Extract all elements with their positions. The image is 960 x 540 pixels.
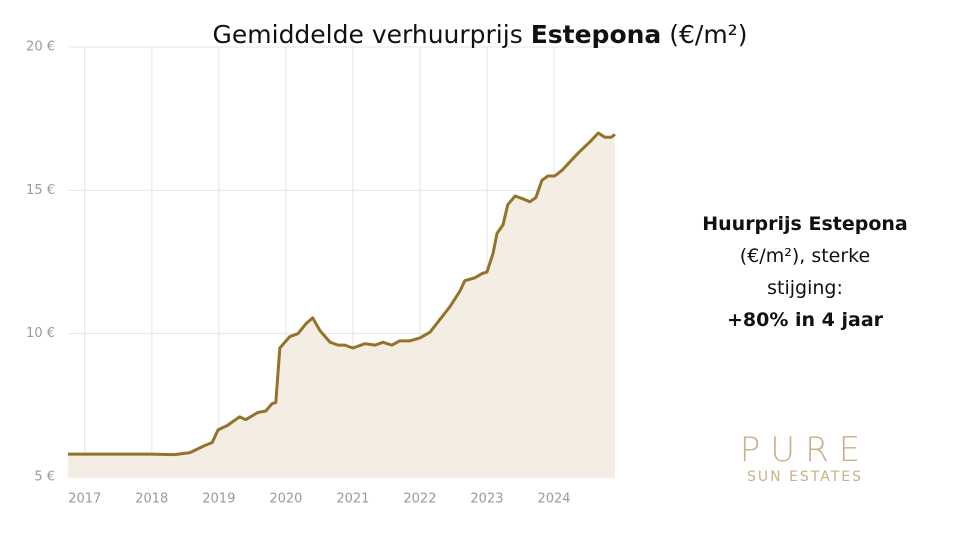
title-part: Gemiddelde verhuurprijs (212, 20, 523, 49)
y-tick-label: 5 € (34, 470, 55, 485)
annotation-line: Huurprijs Estepona (702, 213, 908, 235)
chart-title: Gemiddelde verhuurprijs Estepona (€/m²) (0, 20, 960, 49)
area-fill (68, 133, 615, 477)
line (68, 131, 616, 457)
logo-subtext: SUN ESTATES (746, 469, 864, 485)
x-tick-label: 2022 (403, 492, 436, 507)
title-part: Estepona (530, 20, 662, 49)
x-tick-label: 2017 (68, 492, 101, 507)
x-tick-label: 2019 (202, 492, 235, 507)
y-tick-label: 10 € (26, 326, 55, 341)
x-tick-label: 2024 (537, 492, 570, 507)
annotation-line: +80% in 4 jaar (726, 309, 884, 331)
title-part: (€/m²) (669, 20, 748, 49)
x-tick-label: 2020 (269, 492, 302, 507)
x-tick-label: 2021 (336, 492, 369, 507)
logo-text: PURE (739, 430, 871, 470)
x-tick-label: 2018 (135, 492, 168, 507)
y-tick-label: 15 € (26, 183, 55, 198)
annotation: Huurprijs Estepona (€/m²), sterke stijgi… (680, 208, 930, 336)
y-tick-label: 20 € (26, 40, 55, 55)
annotation-line: (€/m²), sterke (739, 245, 871, 267)
x-tick-label: 2023 (470, 492, 503, 507)
annotation-line: stijging: (767, 277, 843, 299)
